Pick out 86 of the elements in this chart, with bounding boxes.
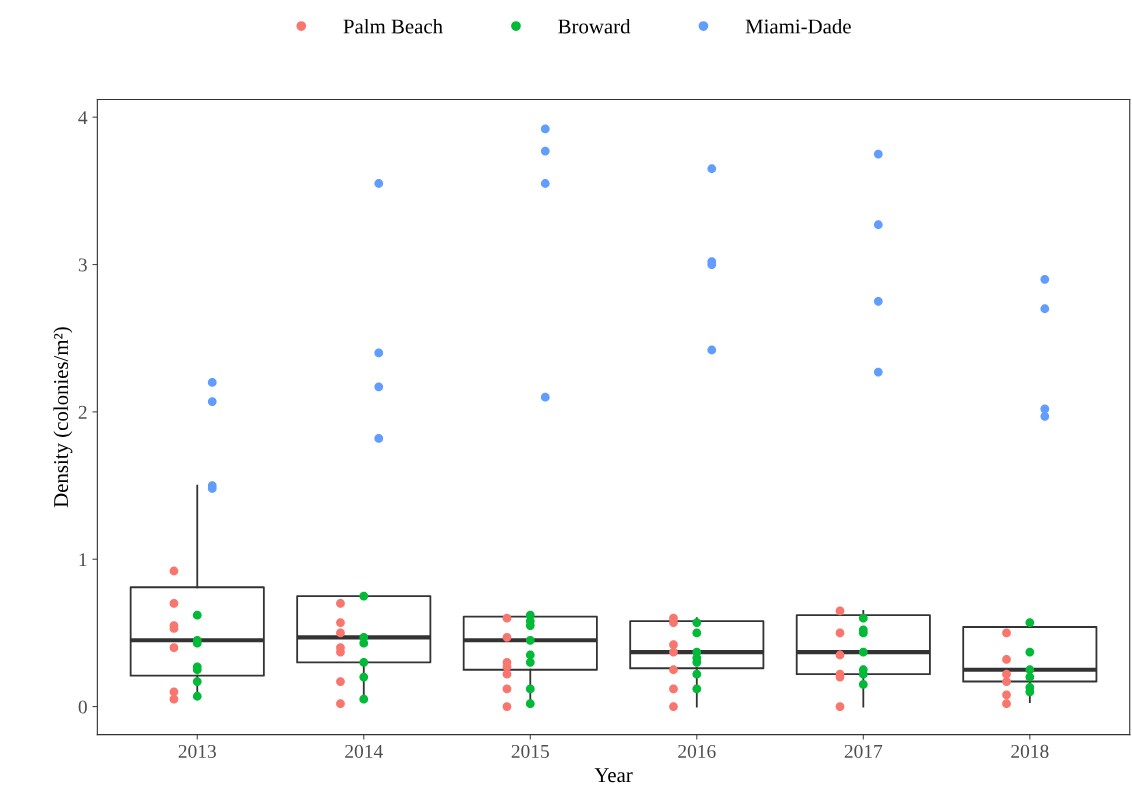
point bbox=[540, 179, 550, 188]
point bbox=[1040, 411, 1050, 421]
point bbox=[1025, 647, 1035, 657]
point bbox=[692, 684, 702, 694]
point bbox=[1025, 672, 1035, 682]
point bbox=[359, 657, 369, 667]
point bbox=[669, 684, 678, 694]
legend-label: Broward bbox=[558, 18, 631, 34]
point bbox=[1025, 665, 1035, 675]
point bbox=[858, 613, 868, 623]
point bbox=[873, 149, 883, 159]
point bbox=[669, 702, 678, 711]
point bbox=[540, 146, 550, 156]
point bbox=[359, 591, 369, 601]
point bbox=[374, 179, 384, 188]
point bbox=[858, 680, 868, 689]
point bbox=[1040, 274, 1050, 284]
point bbox=[525, 684, 535, 694]
point bbox=[169, 643, 179, 653]
point bbox=[169, 599, 179, 608]
point bbox=[707, 345, 717, 355]
y-tick-label: 2 bbox=[78, 405, 87, 419]
x-tick-label: 2014 bbox=[345, 744, 383, 758]
point bbox=[835, 650, 845, 660]
point bbox=[707, 164, 717, 174]
legend-label: Miami-Dade bbox=[745, 18, 851, 34]
point bbox=[1025, 618, 1035, 627]
point bbox=[692, 669, 702, 679]
point bbox=[502, 669, 512, 679]
point bbox=[374, 434, 384, 443]
point bbox=[692, 628, 702, 638]
point bbox=[525, 635, 535, 645]
point bbox=[502, 702, 512, 711]
point bbox=[873, 220, 883, 230]
point bbox=[692, 618, 702, 627]
point bbox=[502, 632, 512, 642]
point bbox=[336, 618, 345, 627]
point bbox=[169, 566, 179, 576]
legend-label: Palm Beach bbox=[343, 18, 443, 34]
point bbox=[169, 694, 179, 704]
point bbox=[669, 647, 678, 657]
point bbox=[336, 599, 345, 608]
point bbox=[192, 610, 202, 620]
point bbox=[192, 677, 202, 686]
point bbox=[1002, 628, 1011, 638]
point bbox=[192, 691, 202, 701]
point bbox=[336, 699, 345, 709]
point bbox=[359, 694, 369, 704]
point bbox=[207, 397, 217, 406]
point bbox=[502, 613, 512, 623]
point bbox=[669, 665, 678, 675]
point bbox=[669, 640, 678, 650]
point bbox=[525, 699, 535, 709]
y-tick-label: 3 bbox=[78, 258, 87, 272]
point bbox=[873, 296, 883, 306]
point bbox=[1002, 669, 1011, 679]
x-axis-title: Year bbox=[594, 768, 633, 783]
point bbox=[359, 672, 369, 682]
y-tick-label: 1 bbox=[79, 553, 87, 566]
y-tick-label: 4 bbox=[78, 111, 88, 124]
point bbox=[835, 606, 845, 616]
point bbox=[336, 677, 345, 686]
point bbox=[207, 378, 217, 387]
point bbox=[336, 628, 345, 638]
point bbox=[374, 348, 384, 358]
point bbox=[835, 628, 845, 638]
point bbox=[525, 657, 535, 667]
point bbox=[540, 124, 550, 134]
point bbox=[1002, 699, 1011, 709]
y-axis-title: Density (colonies/m²) bbox=[53, 327, 73, 508]
point bbox=[1002, 677, 1011, 686]
y-tick-label: 0 bbox=[78, 700, 87, 714]
x-tick-label: 2018 bbox=[1011, 744, 1049, 758]
x-tick-label: 2013 bbox=[178, 744, 216, 758]
x-tick-label: 2015 bbox=[511, 744, 549, 758]
point bbox=[1040, 304, 1050, 314]
x-tick-label: 2016 bbox=[678, 744, 716, 758]
point bbox=[835, 702, 845, 711]
point bbox=[374, 382, 384, 392]
point bbox=[873, 367, 883, 377]
x-tick-label: 2017 bbox=[844, 744, 883, 758]
point bbox=[1002, 690, 1011, 700]
point bbox=[858, 647, 868, 657]
point bbox=[540, 392, 550, 402]
point bbox=[502, 684, 512, 694]
point bbox=[1002, 655, 1011, 664]
